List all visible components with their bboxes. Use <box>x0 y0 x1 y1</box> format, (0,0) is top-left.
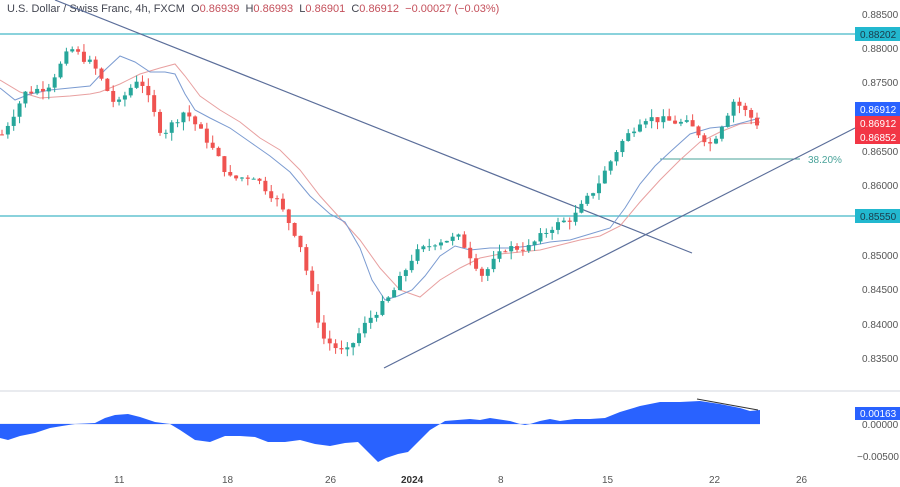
osc-tick: −0.00500 <box>857 452 899 463</box>
descending-trendline[interactable] <box>54 0 693 254</box>
price-tick: 0.85000 <box>862 251 899 262</box>
price-tick: 0.86000 <box>862 181 899 192</box>
chart-legend: U.S. Dollar / Swiss Franc, 4h, FXCM O0.8… <box>7 3 500 15</box>
hline-price-label: 0.88202 <box>860 30 897 41</box>
trendline-price-badge <box>855 130 900 144</box>
price-tick: 0.88000 <box>862 44 899 55</box>
time-tick: 18 <box>222 475 234 486</box>
price-tick: 0.87500 <box>862 78 899 89</box>
oscillator-area <box>0 401 760 462</box>
fib-label: 38.20% <box>808 155 842 166</box>
divergence-line[interactable] <box>696 398 759 411</box>
price-tick: 0.84500 <box>862 285 899 296</box>
last-price-label: 0.86912 <box>860 105 897 116</box>
last-price-label-red: 0.86912 <box>860 119 897 130</box>
ma-fast-line <box>0 55 761 301</box>
time-tick: 8 <box>498 475 504 486</box>
price-tick: 0.83500 <box>862 354 899 365</box>
price-axis[interactable]: 0.88500 0.88000 0.87500 0.86500 0.86000 … <box>862 10 899 365</box>
osc-value-badge <box>855 407 900 420</box>
price-tick: 0.86500 <box>862 147 899 158</box>
time-tick: 22 <box>709 475 721 486</box>
low-value: 0.86901 <box>305 3 346 15</box>
osc-value-label: 0.00163 <box>860 409 897 420</box>
open-value: 0.86939 <box>199 3 240 15</box>
ascending-trendline[interactable] <box>383 127 856 369</box>
last-price-badge-blue <box>855 102 900 116</box>
close-value: 0.86912 <box>359 3 400 15</box>
price-tick: 0.88500 <box>862 10 899 21</box>
symbol-title: U.S. Dollar / Swiss Franc, 4h, FXCM <box>7 3 185 15</box>
trendline-price-label: 0.86852 <box>860 133 897 144</box>
time-tick: 26 <box>325 475 337 486</box>
osc-tick: 0.00000 <box>862 420 899 431</box>
time-tick: 15 <box>602 475 614 486</box>
time-tick: 11 <box>114 475 125 486</box>
time-tick-year: 2024 <box>401 475 424 486</box>
time-axis[interactable]: 11 18 26 2024 8 15 22 26 <box>114 475 808 486</box>
oscillator-axis[interactable]: 0.00163 0.00000 −0.00500 <box>855 407 900 463</box>
hline-price-badge <box>855 27 900 41</box>
time-tick: 26 <box>796 475 808 486</box>
support-price-label: 0.85550 <box>860 212 897 223</box>
price-tick: 0.84000 <box>862 320 899 331</box>
ma-slow-line <box>0 63 761 298</box>
high-value: 0.86993 <box>253 3 294 15</box>
last-price-badge-red <box>855 116 900 130</box>
change-value: −0.00027 (−0.03%) <box>405 3 500 15</box>
candlestick-series[interactable] <box>0 44 759 357</box>
support-price-badge <box>855 209 900 223</box>
